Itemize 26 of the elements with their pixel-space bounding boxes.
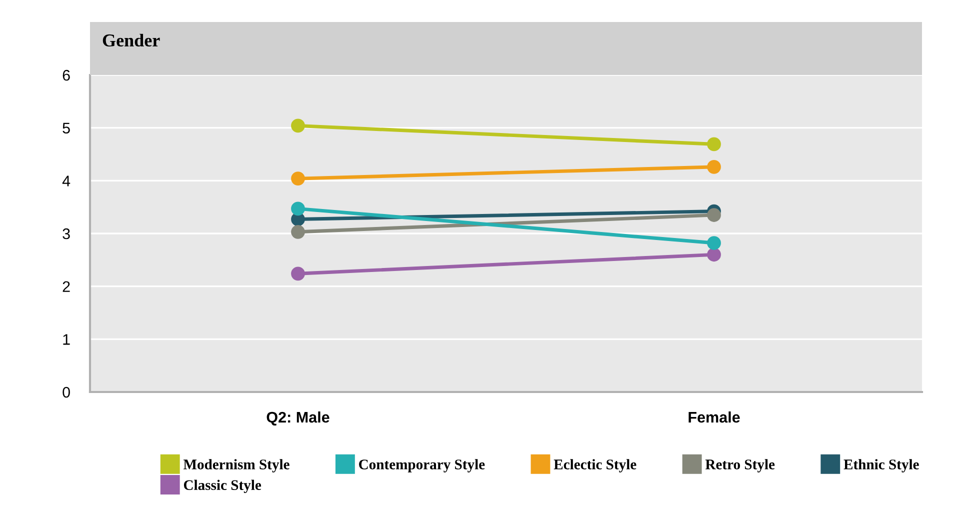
legend-label: Retro Style (705, 459, 775, 472)
legend-label: Modernism Style (183, 459, 290, 472)
y-tick-label: 0 (62, 386, 70, 398)
point (707, 248, 721, 262)
point (291, 266, 305, 281)
y-tick-label: 5 (62, 122, 70, 134)
y-tick-label: 4 (62, 176, 70, 186)
point (707, 236, 721, 250)
legend-label: Classic Style (184, 480, 262, 494)
point (291, 172, 305, 186)
point (291, 118, 305, 133)
y-tick-label: 3 (62, 228, 70, 240)
legend-label: Contemporary Style (359, 459, 485, 472)
x-tick-label: Q2: Male (266, 411, 330, 426)
point (291, 202, 305, 216)
legend-label: Eclectic Style (554, 459, 636, 472)
point (707, 208, 721, 222)
point (707, 137, 721, 152)
x-tick-label: Female (688, 411, 740, 423)
chart-title: Gender (102, 34, 160, 47)
legend-label: Ethnic Style (844, 459, 919, 472)
point (707, 160, 721, 174)
y-tick-label: 1 (63, 334, 70, 345)
y-tick-label: 6 (62, 70, 70, 81)
point (291, 224, 305, 239)
y-tick-label: 2 (62, 281, 70, 292)
